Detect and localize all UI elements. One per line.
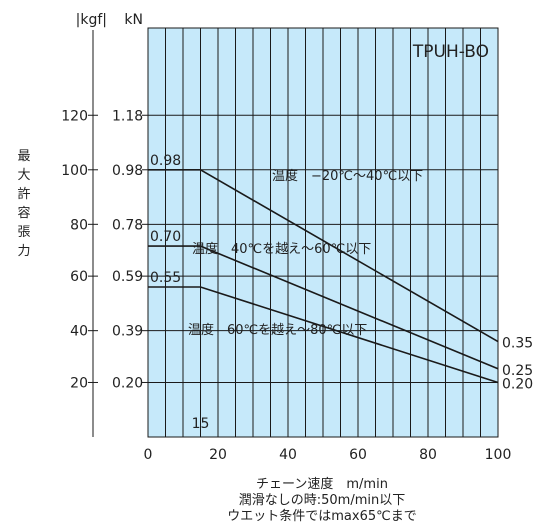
kgf-tick-label: 20 [70, 375, 88, 391]
kgf-tick-label: 60 [70, 269, 88, 285]
series-line [148, 245, 499, 370]
kgf-tick-label: 80 [70, 217, 88, 233]
unit-kn: kN [124, 12, 143, 28]
y-axis-label-char: 張 [17, 225, 30, 240]
label-layer: |kgf| kN TPUH-BO チェーン速度 m/min 潤滑なしの時:50m… [17, 12, 533, 524]
x-marker-label: 15 [192, 416, 210, 432]
kn-tick-label: 1.18 [112, 108, 143, 124]
series-start-label: 0.70 [150, 229, 181, 245]
kgf-tick-label: 120 [61, 108, 88, 124]
unit-kgf: |kgf| [76, 12, 107, 28]
kn-tick-label: 0.59 [112, 269, 143, 285]
kgf-tick-label: 100 [61, 163, 88, 179]
y-axis-label-char: 大 [17, 168, 30, 183]
y-axis-label-char: 許 [17, 187, 30, 202]
x-tick-label: 60 [349, 447, 367, 463]
note-line-2: ウエット条件ではmax65℃まで [227, 508, 416, 524]
series-start-label: 0.55 [150, 270, 181, 286]
x-tick-label: 40 [279, 447, 297, 463]
x-tick-label: 0 [144, 447, 153, 463]
series-name-label: 温度 40℃を越え〜60℃以下 [192, 241, 371, 257]
kn-tick-label: 0.78 [112, 217, 143, 233]
x-tick-label: 20 [209, 447, 227, 463]
kgf-tick-label: 40 [70, 324, 88, 340]
series-line [148, 286, 499, 384]
plot-layer [88, 27, 499, 438]
y-axis-label-char: 力 [17, 244, 30, 259]
series-end-label: 0.20 [502, 376, 533, 392]
kn-tick-label: 0.20 [112, 375, 143, 391]
series-name-label: 温度 60℃を越え〜80℃以下 [188, 322, 367, 338]
x-axis-label: チェーン速度 m/min [256, 476, 388, 492]
y-axis-label-char: 容 [17, 205, 30, 221]
series-line [148, 169, 499, 343]
chart-title: TPUH-BO [412, 42, 489, 62]
kn-tick-label: 0.39 [112, 324, 143, 340]
note-line-1: 潤滑なしの時:50m/min以下 [239, 493, 405, 508]
series-start-label: 0.98 [150, 153, 181, 169]
x-tick-label: 80 [419, 447, 437, 463]
series-end-label: 0.25 [502, 363, 533, 379]
marks-layer [148, 169, 499, 384]
x-tick-label: 100 [485, 447, 512, 463]
kn-tick-label: 0.98 [112, 163, 143, 179]
series-name-label: 温度 −20℃〜40℃以下 [272, 168, 423, 184]
y-axis-label-char: 最 [17, 149, 30, 164]
series-end-label: 0.35 [502, 336, 533, 352]
